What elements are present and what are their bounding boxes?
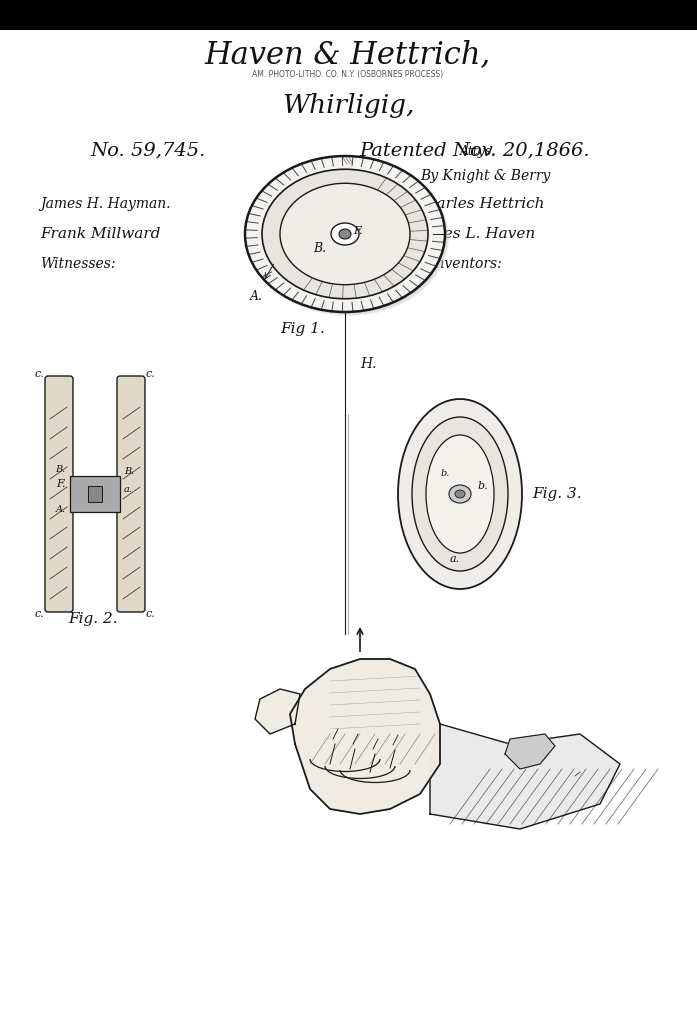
Text: c.: c.: [146, 609, 155, 618]
Ellipse shape: [280, 183, 410, 285]
Text: No. 59,745.: No. 59,745.: [90, 141, 206, 159]
Text: c.: c.: [34, 609, 44, 618]
Bar: [0, 0, 697, 30]
FancyBboxPatch shape: [45, 376, 73, 612]
Text: F.: F.: [56, 479, 66, 489]
Ellipse shape: [246, 157, 446, 313]
Text: c.: c.: [146, 369, 155, 379]
Ellipse shape: [426, 435, 494, 553]
Text: b.: b.: [478, 481, 489, 490]
Ellipse shape: [248, 159, 448, 315]
Text: A.: A.: [56, 505, 66, 513]
Text: Whirligig,: Whirligig,: [282, 92, 414, 118]
Ellipse shape: [262, 169, 428, 299]
Text: Fig 1.: Fig 1.: [280, 322, 325, 336]
Ellipse shape: [449, 485, 471, 503]
Ellipse shape: [245, 156, 445, 312]
Polygon shape: [505, 734, 555, 769]
Polygon shape: [430, 724, 620, 829]
Text: a.: a.: [450, 554, 460, 564]
Text: Haven & Hettrich,: Haven & Hettrich,: [205, 40, 491, 71]
Text: Fig. 3.: Fig. 3.: [532, 487, 581, 501]
Ellipse shape: [398, 399, 522, 589]
Text: a.: a.: [124, 484, 133, 494]
Text: Fig. 2.: Fig. 2.: [68, 612, 118, 626]
Ellipse shape: [331, 223, 359, 245]
Text: B.: B.: [55, 465, 65, 473]
Text: B.: B.: [124, 468, 135, 476]
Polygon shape: [255, 689, 300, 734]
Text: Attys.: Attys.: [460, 145, 496, 159]
Ellipse shape: [247, 158, 447, 314]
Ellipse shape: [412, 417, 508, 571]
Text: Inventors:: Inventors:: [430, 257, 502, 271]
Bar: [70, 476, 120, 512]
Ellipse shape: [249, 160, 449, 316]
Text: James H. Hayman.: James H. Hayman.: [40, 197, 171, 211]
Text: AM. PHOTO-LITHO. CO. N.Y. (OSBORNES PROCESS): AM. PHOTO-LITHO. CO. N.Y. (OSBORNES PROC…: [252, 70, 443, 79]
Text: F.: F.: [353, 226, 362, 236]
Text: Witnesses:: Witnesses:: [40, 257, 116, 271]
Ellipse shape: [455, 490, 465, 498]
Bar: [88, 486, 102, 502]
FancyBboxPatch shape: [117, 376, 145, 612]
Text: Charles Hettrich: Charles Hettrich: [415, 197, 544, 211]
Text: By Knight & Berry: By Knight & Berry: [420, 169, 551, 183]
Text: James L. Haven: James L. Haven: [415, 227, 536, 241]
Text: H.: H.: [360, 357, 376, 371]
Ellipse shape: [339, 229, 351, 239]
Text: c.: c.: [34, 369, 44, 379]
Polygon shape: [290, 659, 440, 814]
Text: b.: b.: [441, 469, 450, 478]
Text: B.: B.: [314, 243, 327, 256]
Text: Frank Millward: Frank Millward: [40, 227, 160, 241]
Text: A.: A.: [250, 291, 263, 303]
Text: Patented Nov. 20,1866.: Patented Nov. 20,1866.: [360, 141, 590, 159]
